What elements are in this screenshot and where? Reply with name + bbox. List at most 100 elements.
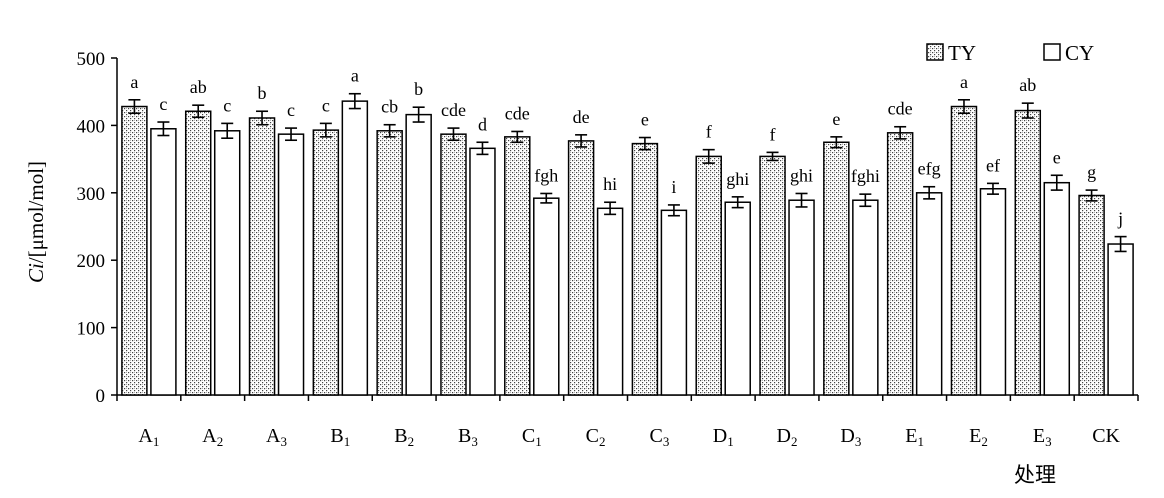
bar-ty: [695, 155, 722, 396]
y-axis-title-unit: /[μmol/mol]: [24, 161, 48, 263]
bar-cy: [277, 133, 305, 396]
significance-label: cde: [441, 100, 466, 120]
bars-group: [121, 92, 1134, 396]
significance-label: cb: [381, 97, 398, 117]
significance-label: de: [573, 107, 590, 127]
bar-ty: [1078, 194, 1105, 396]
bar-cy: [852, 199, 879, 396]
bar-cy: [150, 128, 177, 396]
significance-label: ghi: [790, 165, 813, 185]
x-tick-label: D2: [777, 425, 798, 449]
bar-ty: [759, 155, 786, 396]
x-tick-label: A3: [266, 425, 287, 449]
bar-cy: [341, 100, 369, 396]
x-tick-label: E3: [1033, 425, 1052, 449]
significance-label: d: [478, 114, 487, 134]
y-tick-label: 300: [77, 184, 106, 205]
significance-label: b: [258, 83, 267, 103]
y-tick-label: 500: [77, 49, 106, 70]
legend-label-cy: CY: [1065, 41, 1094, 65]
significance-label: e: [641, 110, 649, 130]
x-tick-label: B2: [394, 425, 414, 449]
significance-label: i: [671, 177, 676, 197]
x-tick-label: C2: [586, 425, 606, 449]
bar-cy: [596, 207, 624, 396]
x-tick-label: D3: [840, 425, 861, 449]
x-tick-label: B1: [330, 425, 350, 449]
significance-label: a: [960, 72, 968, 92]
bar-ty: [886, 132, 914, 396]
x-tick-label: E1: [905, 425, 924, 449]
x-axis-title: 处理: [1014, 463, 1056, 487]
bar-cy: [1043, 181, 1071, 396]
legend: TY CY: [926, 41, 1094, 65]
y-tick-label: 400: [77, 116, 106, 137]
significance-label: ghi: [726, 169, 749, 189]
significance-label: c: [159, 94, 167, 114]
bar-cy: [405, 113, 432, 396]
bar-cy: [788, 199, 815, 396]
x-tick-label: E2: [969, 425, 988, 449]
legend-swatch-ty: [926, 43, 944, 61]
legend-label-ty: TY: [948, 41, 976, 65]
significance-label: fghi: [851, 166, 880, 186]
y-axis-title-italic: Ci: [24, 263, 48, 283]
significance-label: b: [414, 79, 423, 99]
bar-ty: [248, 117, 276, 396]
significance-label: e: [1053, 147, 1061, 167]
x-tick-label: D1: [713, 425, 734, 449]
significance-label: c: [287, 100, 295, 120]
significance-label: ef: [986, 155, 1000, 175]
significance-label: ab: [190, 77, 207, 97]
bar-cy: [213, 130, 241, 396]
significance-label: a: [130, 72, 138, 92]
significance-label: c: [322, 95, 330, 115]
bar-ty: [440, 133, 467, 396]
bar-ty: [312, 129, 340, 396]
significance-label: e: [832, 109, 840, 129]
bar-cy: [915, 192, 943, 396]
y-axis: 0 100 200 300 400 500: [77, 49, 118, 407]
x-tick-label: B3: [458, 425, 478, 449]
bar-cy: [979, 188, 1007, 396]
significance-label: hi: [603, 174, 617, 194]
y-tick-label: 0: [96, 386, 106, 407]
significance-label: fgh: [534, 165, 558, 185]
bar-ty: [823, 141, 850, 396]
bar-cy: [1107, 243, 1134, 396]
bar-ty: [504, 136, 531, 396]
bar-ty: [184, 110, 212, 396]
x-axis: A1 A2 A3 B1 B2 B3 C1 C2 C3 D1 D2 D3 E1 E2 E3 CK: [116, 394, 1139, 449]
bar-cy: [469, 147, 496, 396]
bar-ty: [376, 130, 403, 396]
y-tick-label: 200: [77, 251, 106, 272]
bar-ty: [121, 105, 148, 396]
significance-label: f: [706, 122, 712, 142]
x-tick-label: A1: [138, 425, 159, 449]
x-tick-label: A2: [202, 425, 223, 449]
bar-cy: [533, 197, 560, 396]
x-tick-label: C1: [522, 425, 542, 449]
significance-label: g: [1087, 162, 1096, 182]
bar-ty: [567, 140, 595, 396]
bar-ty: [631, 142, 659, 396]
significance-label: ab: [1019, 75, 1036, 95]
bar-cy: [724, 201, 751, 396]
bar-ty: [950, 105, 978, 396]
significance-label: efg: [918, 159, 941, 179]
significance-label: f: [770, 124, 776, 144]
bar-cy: [660, 209, 688, 396]
y-tick-label: 100: [77, 319, 106, 340]
significance-label: a: [351, 66, 359, 86]
y-axis-title: Ci/[μmol/mol]: [24, 161, 48, 283]
x-tick-label: C3: [649, 425, 669, 449]
legend-swatch-cy: [1043, 43, 1061, 61]
bar-ty: [1014, 109, 1042, 396]
significance-label: c: [223, 95, 231, 115]
significance-label: j: [1117, 209, 1123, 229]
x-tick-label: CK: [1092, 425, 1120, 447]
significance-label: cde: [505, 103, 530, 123]
significance-label: cde: [888, 99, 913, 119]
